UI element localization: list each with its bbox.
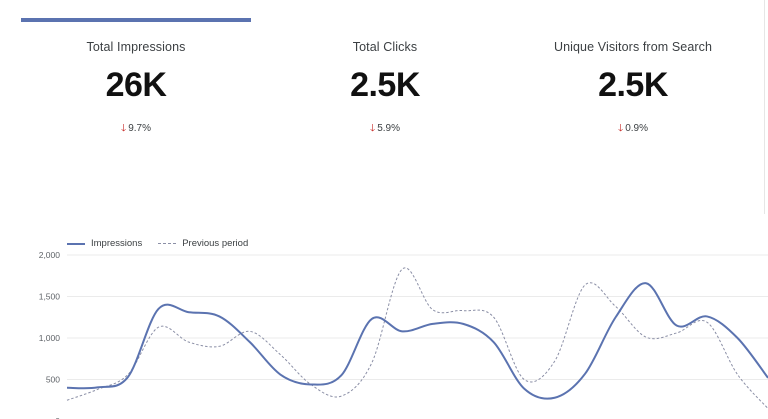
delta-text: 5.9%: [377, 123, 400, 134]
delta-text: 9.7%: [128, 123, 151, 134]
line-chart: 2,000 1,500 1,000 500 0: [39, 250, 768, 419]
series-line-previous-period: [66, 267, 768, 409]
chart-legend: Impressions Previous period: [67, 238, 248, 249]
scorecard-unique-visitors[interactable]: Unique Visitors from Search 2.5K 🡓 0.9%: [518, 40, 748, 138]
scorecard-total-clicks[interactable]: Total Clicks 2.5K 🡓 5.9%: [270, 40, 500, 138]
scorecard-delta: 🡓 9.7%: [21, 121, 251, 138]
scorecard-delta: 🡓 5.9%: [270, 121, 500, 138]
delta-text: 0.9%: [625, 123, 648, 134]
arrow-down-icon: 🡓: [121, 123, 127, 134]
y-tick-label: 0: [55, 416, 60, 419]
scorecard-label: Unique Visitors from Search: [553, 40, 713, 54]
scorecard-value: 2.5K: [350, 66, 420, 104]
panel-divider: [764, 0, 768, 214]
scorecard-label: Total Clicks: [352, 40, 418, 54]
legend-label-previous[interactable]: Previous period: [182, 238, 249, 249]
y-tick-label: 2,000: [39, 250, 61, 260]
scorecard-value: 2.5K: [598, 66, 668, 104]
series-line-impressions: [66, 282, 768, 400]
legend-label-impressions[interactable]: Impressions: [91, 238, 143, 249]
active-scorecard-indicator: [21, 18, 251, 22]
scorecard-label: Total Impressions: [86, 40, 186, 54]
legend-swatch-previous: [158, 243, 177, 244]
arrow-down-icon: 🡓: [618, 123, 624, 134]
scorecard-delta: 🡓 0.9%: [518, 121, 748, 138]
legend-swatch-impressions: [67, 242, 85, 245]
y-tick-label: 1,000: [39, 333, 61, 343]
scorecard-total-impressions[interactable]: Total Impressions 26K 🡓 9.7%: [21, 40, 251, 138]
y-tick-label: 500: [46, 375, 60, 385]
scorecard-value: 26K: [105, 66, 167, 104]
arrow-down-icon: 🡓: [370, 123, 376, 134]
y-tick-label: 1,500: [39, 292, 61, 302]
